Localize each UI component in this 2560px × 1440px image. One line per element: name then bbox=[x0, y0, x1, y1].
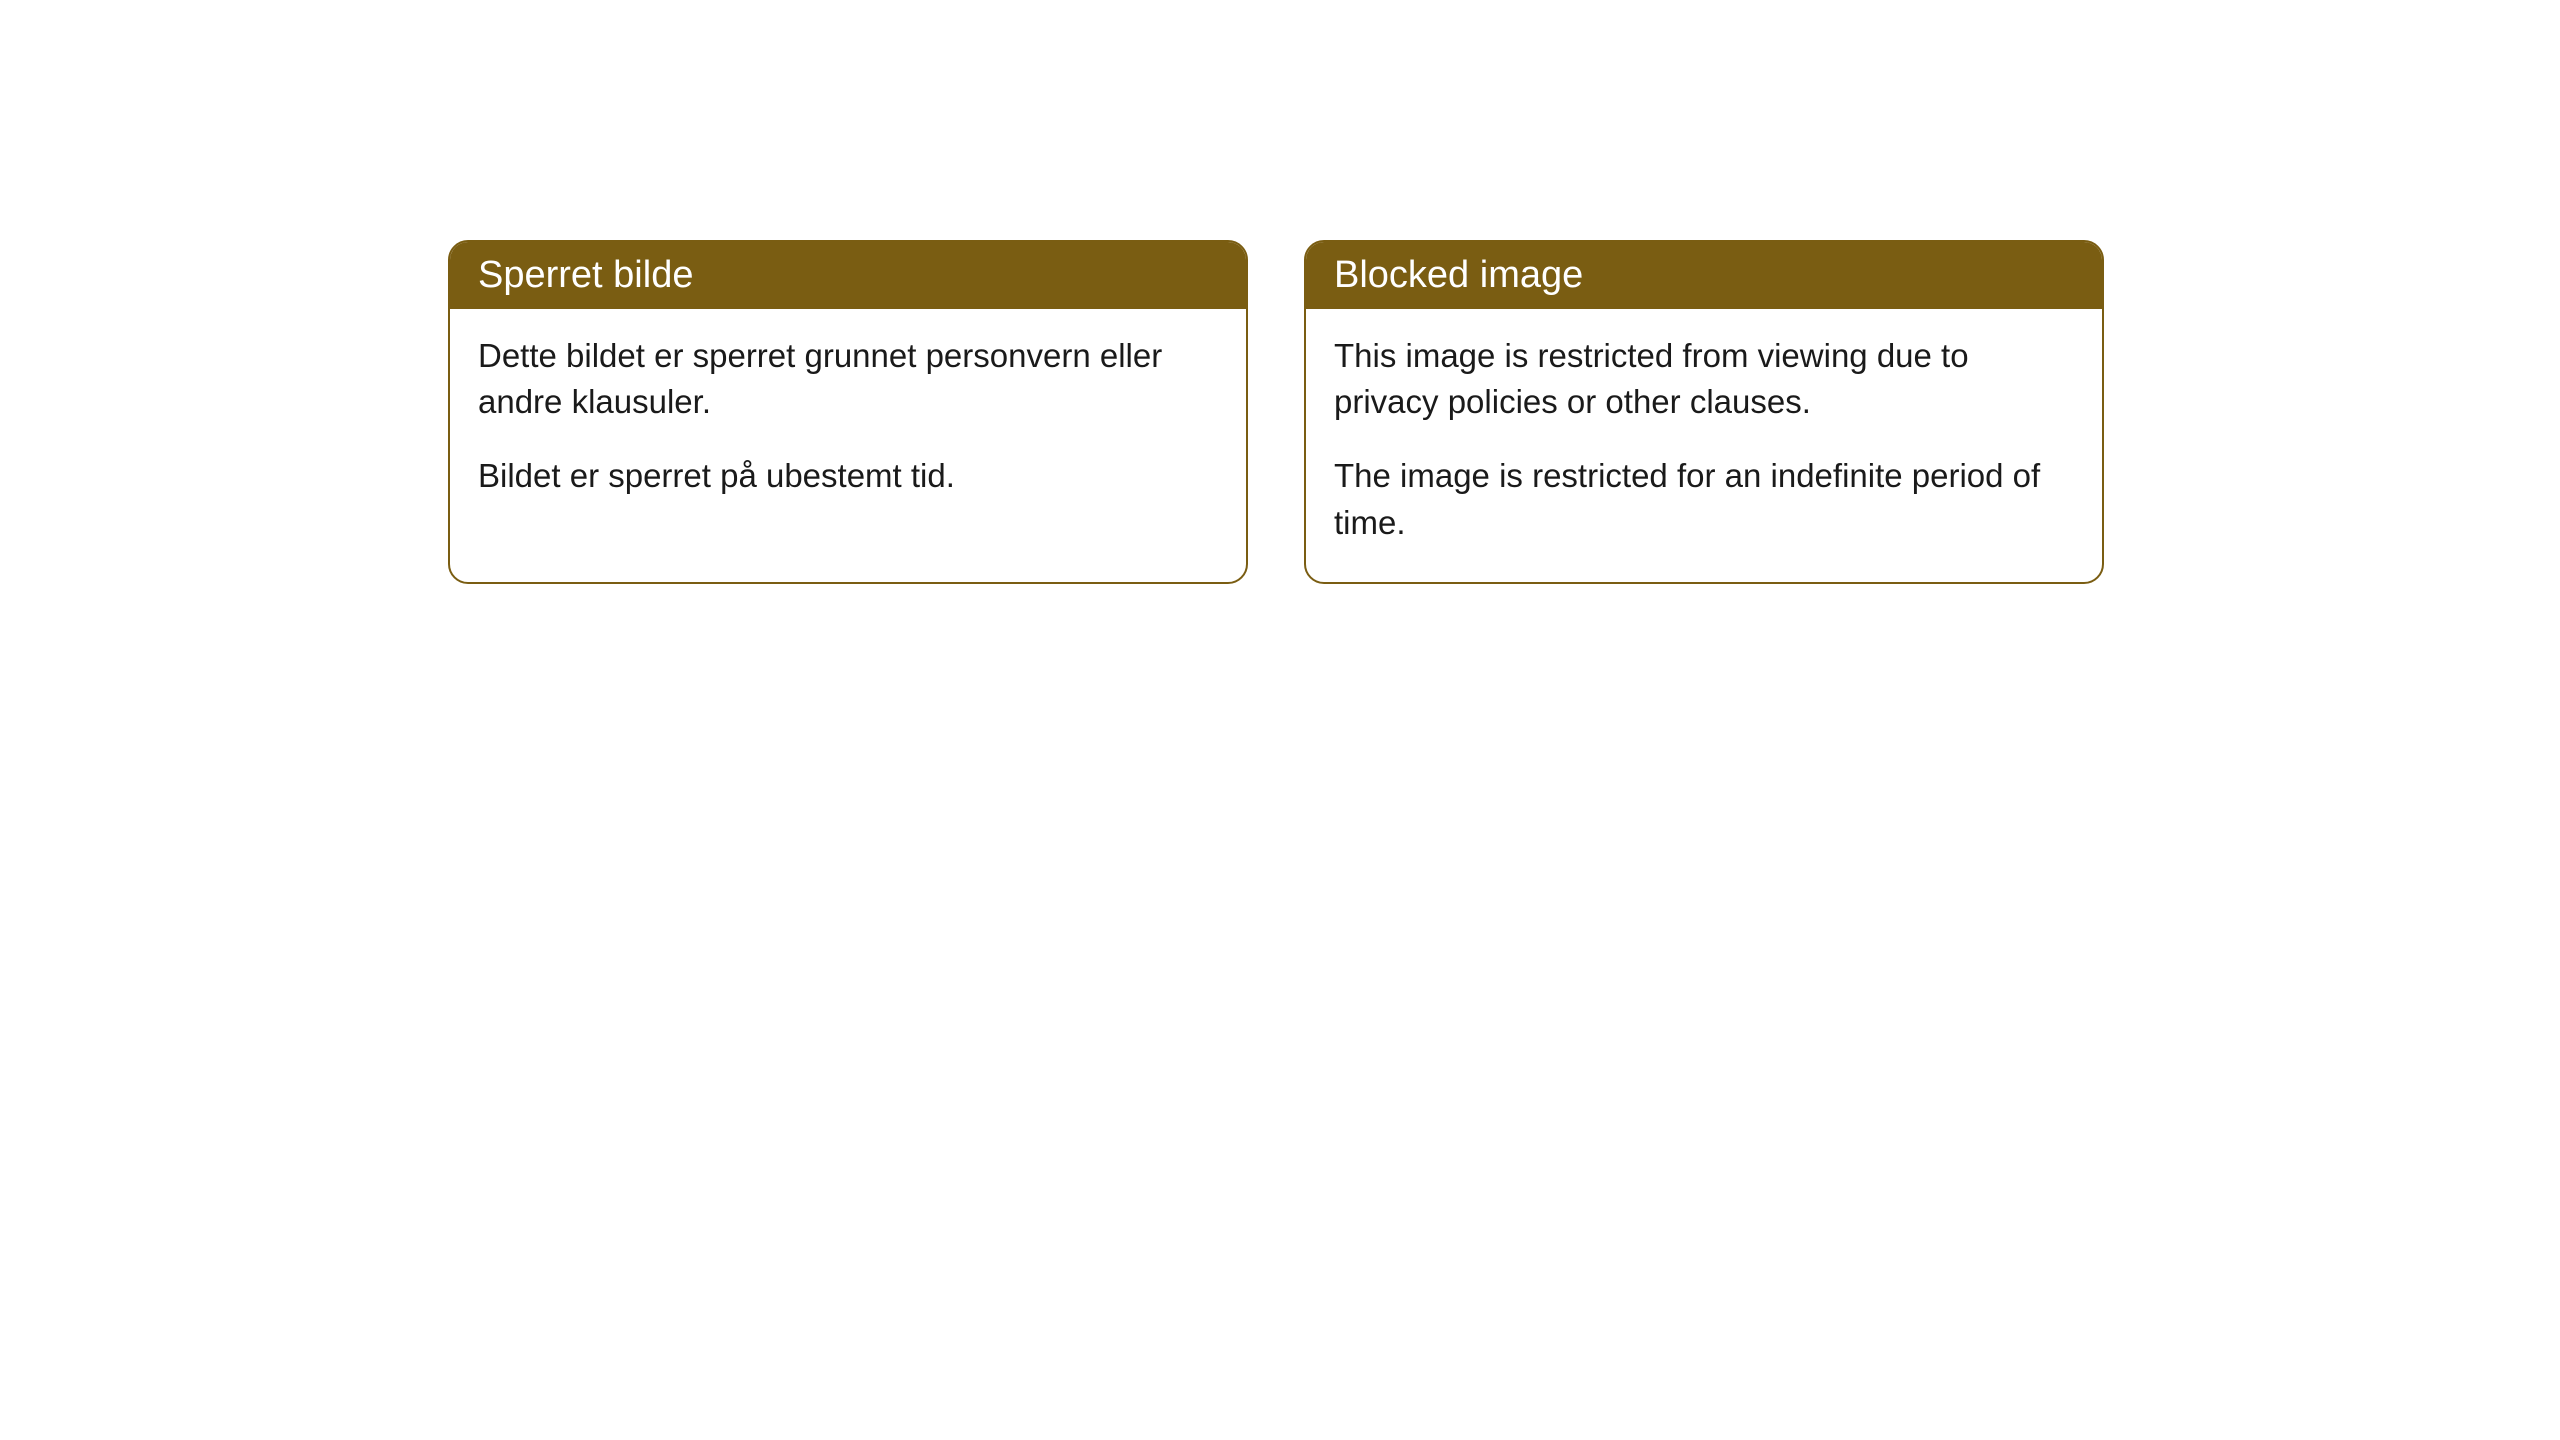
notice-title: Sperret bilde bbox=[478, 254, 693, 296]
notice-paragraph: Bildet er sperret på ubestemt tid. bbox=[478, 453, 1218, 499]
notice-paragraph: The image is restricted for an indefinit… bbox=[1334, 453, 2074, 545]
notice-header: Sperret bilde bbox=[450, 242, 1246, 309]
notice-card-norwegian: Sperret bilde Dette bildet er sperret gr… bbox=[448, 240, 1248, 584]
notice-paragraph: This image is restricted from viewing du… bbox=[1334, 333, 2074, 425]
notice-paragraph: Dette bildet er sperret grunnet personve… bbox=[478, 333, 1218, 425]
notice-container: Sperret bilde Dette bildet er sperret gr… bbox=[0, 0, 2560, 584]
notice-body: Dette bildet er sperret grunnet personve… bbox=[450, 309, 1246, 536]
notice-header: Blocked image bbox=[1306, 242, 2102, 309]
notice-body: This image is restricted from viewing du… bbox=[1306, 309, 2102, 582]
notice-title: Blocked image bbox=[1334, 254, 1583, 296]
notice-card-english: Blocked image This image is restricted f… bbox=[1304, 240, 2104, 584]
